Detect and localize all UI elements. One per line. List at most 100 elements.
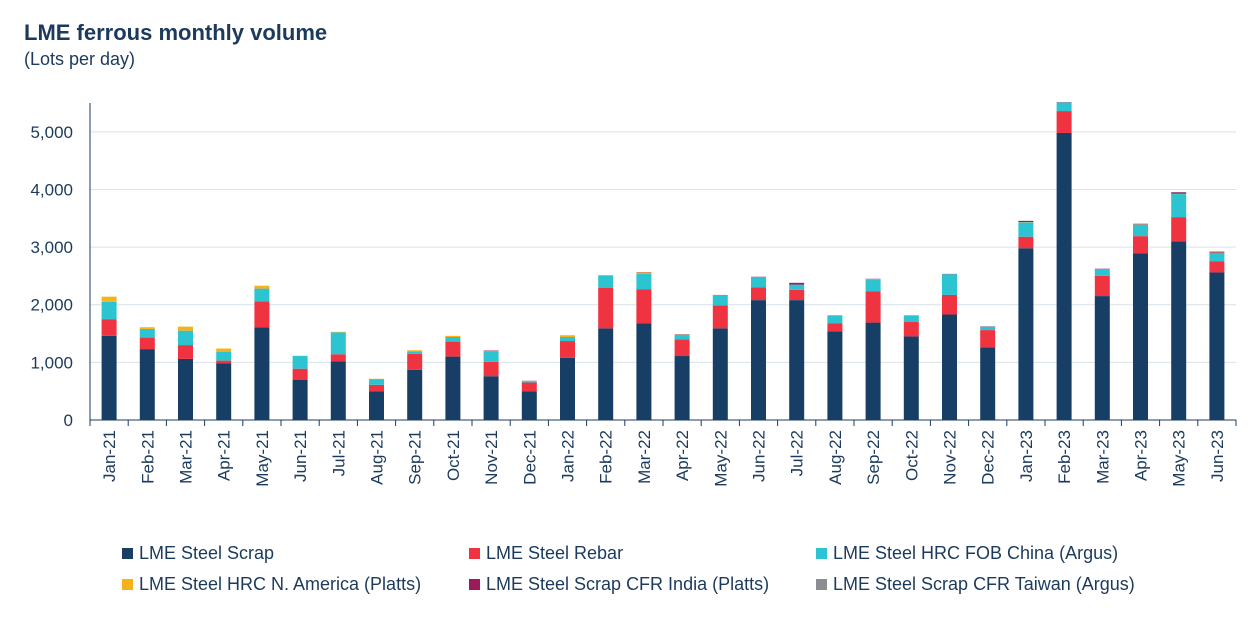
y-tick-label: 1,000 — [30, 353, 73, 372]
x-tick-label: Sep-22 — [864, 430, 883, 485]
x-tick-label: Mar-21 — [177, 430, 196, 484]
bar-segment — [292, 368, 308, 380]
legend-swatch — [816, 579, 827, 590]
legend-swatch — [469, 579, 480, 590]
bar-segment — [751, 277, 766, 288]
bar-segment — [1018, 220, 1034, 223]
bar-segment — [1133, 253, 1148, 420]
bar-segment — [1056, 111, 1072, 133]
bar-segment — [1171, 192, 1187, 194]
bar-segment — [483, 350, 499, 352]
y-axis: 0 1,000 2,000 3,000 4,000 5,000 — [30, 103, 91, 430]
bar-segment — [178, 326, 193, 331]
bar-segment — [674, 339, 690, 357]
bar-segment — [216, 351, 232, 361]
x-tick-label: May-23 — [1170, 430, 1189, 487]
bar-segment — [407, 350, 423, 352]
bar-segment — [560, 337, 575, 342]
bar-segment — [216, 348, 232, 352]
x-tick-label: Apr-22 — [673, 430, 692, 481]
bar-segment — [903, 315, 919, 323]
legend-item: LME Steel HRC N. America (Platts) — [122, 574, 421, 595]
bar-segment — [1018, 222, 1034, 237]
bar-segment — [636, 323, 652, 420]
x-tick-label: Aug-21 — [368, 430, 387, 485]
bar-segment — [598, 288, 614, 329]
chart-subtitle: (Lots per day) — [24, 49, 136, 69]
bar-segment — [216, 360, 232, 364]
bar-segment — [980, 326, 996, 331]
x-tick-label: Jun-23 — [1208, 430, 1227, 482]
bar-segment — [560, 335, 575, 338]
bar-segment — [1171, 241, 1187, 420]
bar-segment — [407, 353, 423, 370]
bar-segment — [789, 289, 805, 301]
legend-label: LME Steel HRC N. America (Platts) — [139, 574, 422, 594]
bar-segment — [483, 361, 499, 377]
bar-segment — [1133, 224, 1148, 237]
bar-segment — [330, 331, 346, 333]
bar-segment — [1209, 252, 1225, 262]
bar-segment — [827, 323, 843, 332]
bars — [101, 102, 1225, 421]
bar-segment — [636, 272, 652, 274]
bar-segment — [483, 351, 499, 362]
bar-segment — [330, 332, 346, 355]
bar-segment — [712, 295, 728, 306]
bar-segment — [521, 382, 537, 392]
x-tick-label: Feb-21 — [138, 430, 157, 484]
bar-segment — [598, 275, 614, 289]
bar-segment — [674, 334, 690, 340]
bar-segment — [254, 285, 270, 289]
bar-segment — [1171, 194, 1187, 218]
bar-segment — [712, 305, 728, 329]
legend-item: LME Steel Scrap CFR Taiwan (Argus) — [816, 574, 1135, 595]
bar-segment — [865, 322, 881, 420]
x-tick-label: Feb-23 — [1055, 430, 1074, 484]
bar-segment — [369, 384, 384, 392]
bar-segment — [1056, 132, 1072, 421]
bar-segment — [1018, 248, 1034, 420]
bar-segment — [1209, 261, 1225, 273]
bar-segment — [751, 287, 766, 301]
bar-segment — [139, 328, 155, 338]
y-tick-label: 5,000 — [30, 123, 73, 142]
x-tick-label: Jun-22 — [750, 430, 769, 482]
bar-segment — [865, 291, 881, 323]
legend-swatch — [122, 548, 133, 559]
bar-segment — [827, 331, 843, 420]
bar-segment — [1094, 296, 1110, 420]
bar-segment — [254, 301, 270, 328]
bar-segment — [751, 300, 766, 420]
legend-label: LME Steel HRC FOB China (Argus) — [833, 543, 1119, 563]
bar-segment — [139, 337, 155, 350]
bar-segment — [598, 328, 614, 420]
legend-item: LME Steel Scrap CFR India (Platts) — [469, 574, 769, 595]
bar-segment — [292, 356, 308, 369]
x-tick-label: Apr-21 — [215, 430, 234, 481]
bar-segment — [560, 341, 575, 358]
bar-segment — [178, 358, 193, 420]
bar-segment — [789, 284, 805, 290]
bar-segment — [139, 327, 155, 329]
bar-segment — [178, 345, 193, 359]
bar-segment — [1094, 275, 1110, 297]
x-tick-label: Dec-22 — [979, 430, 998, 485]
bar-segment — [445, 341, 461, 357]
bar-segment — [980, 347, 996, 420]
bar-segment — [903, 336, 919, 420]
x-tick-label: Oct-22 — [902, 430, 921, 481]
bar-segment — [101, 301, 117, 320]
legend-swatch — [122, 579, 133, 590]
bar-segment — [1209, 251, 1225, 253]
bar-segment — [789, 300, 805, 420]
legend-item: LME Steel HRC FOB China (Argus) — [816, 543, 1118, 564]
y-tick-label: 4,000 — [30, 180, 73, 199]
legend-item: LME Steel Scrap — [122, 543, 274, 564]
bar-segment — [101, 296, 117, 302]
bar-segment — [369, 391, 384, 420]
bar-segment — [445, 335, 461, 338]
x-tick-label: May-21 — [253, 430, 272, 487]
y-tick-label: 0 — [64, 411, 73, 430]
x-tick-label: Mar-22 — [635, 430, 654, 484]
